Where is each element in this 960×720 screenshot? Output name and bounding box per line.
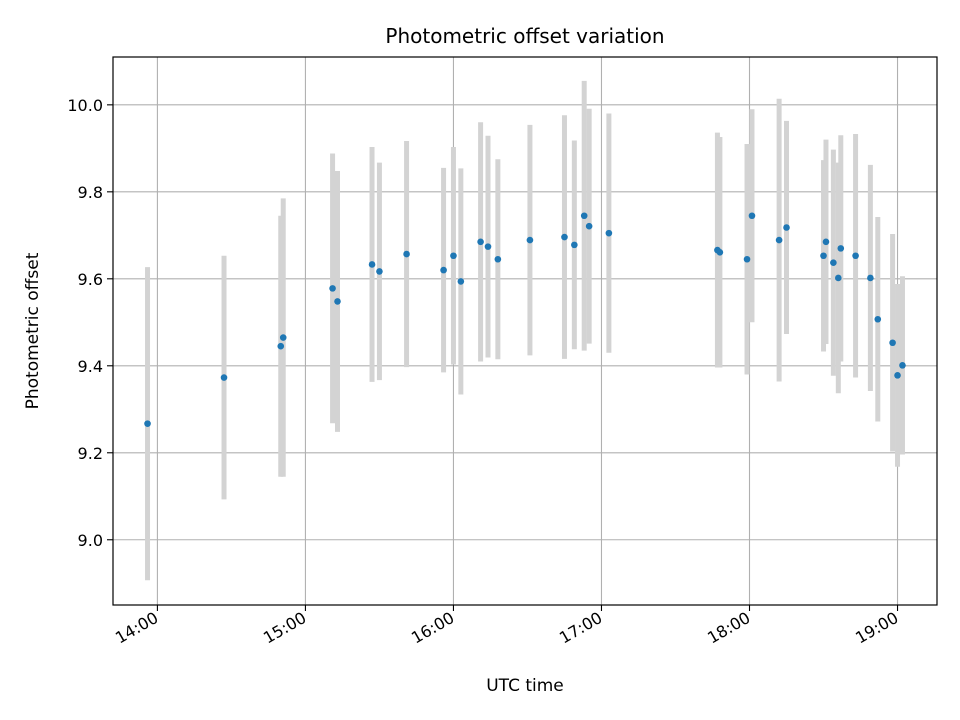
data-point — [894, 372, 901, 379]
data-point — [837, 245, 845, 252]
data-point — [561, 233, 568, 241]
data-point — [889, 339, 896, 347]
data-point — [484, 243, 492, 250]
data-point — [334, 298, 341, 305]
data-point — [440, 266, 447, 274]
data-point — [450, 252, 457, 260]
data-point — [605, 229, 613, 237]
data-point — [822, 238, 830, 246]
data-point — [748, 212, 756, 220]
y-tick-label: 10.0 — [67, 96, 103, 115]
data-point — [783, 224, 790, 231]
data-point — [580, 212, 588, 220]
y-axis-title: Photometric offset — [23, 252, 43, 409]
data-point — [457, 278, 465, 285]
data-point — [277, 342, 285, 350]
data-point — [144, 420, 151, 427]
data-point — [494, 255, 502, 263]
data-point — [835, 274, 842, 282]
y-tick-label: 9.4 — [78, 357, 103, 376]
data-point — [403, 250, 410, 258]
data-points — [144, 212, 906, 427]
y-tick-label: 9.8 — [78, 183, 103, 202]
data-point — [220, 374, 228, 381]
data-point — [775, 236, 783, 244]
data-point — [743, 255, 751, 263]
data-point — [585, 222, 593, 230]
data-point — [899, 362, 906, 369]
data-point — [867, 274, 874, 282]
data-point — [329, 285, 336, 292]
data-point — [376, 268, 383, 275]
data-point — [852, 252, 859, 260]
data-point — [830, 259, 837, 267]
data-point — [571, 241, 578, 249]
data-point — [716, 248, 724, 256]
y-tick-label: 9.0 — [78, 531, 103, 550]
data-point — [526, 236, 534, 244]
data-point — [874, 315, 882, 323]
y-tick-label: 9.6 — [78, 270, 103, 289]
data-point — [368, 261, 376, 268]
x-axis-title: UTC time — [486, 676, 564, 696]
data-point — [477, 238, 484, 246]
y-axis: 9.0 9.2 9.4 9.6 9.8 10.0 — [67, 96, 113, 550]
data-point — [820, 252, 827, 260]
data-point — [279, 334, 287, 341]
y-tick-label: 9.2 — [78, 444, 103, 463]
plot-area-frame — [112, 56, 938, 606]
chart-title: Photometric offset variation — [385, 24, 664, 48]
